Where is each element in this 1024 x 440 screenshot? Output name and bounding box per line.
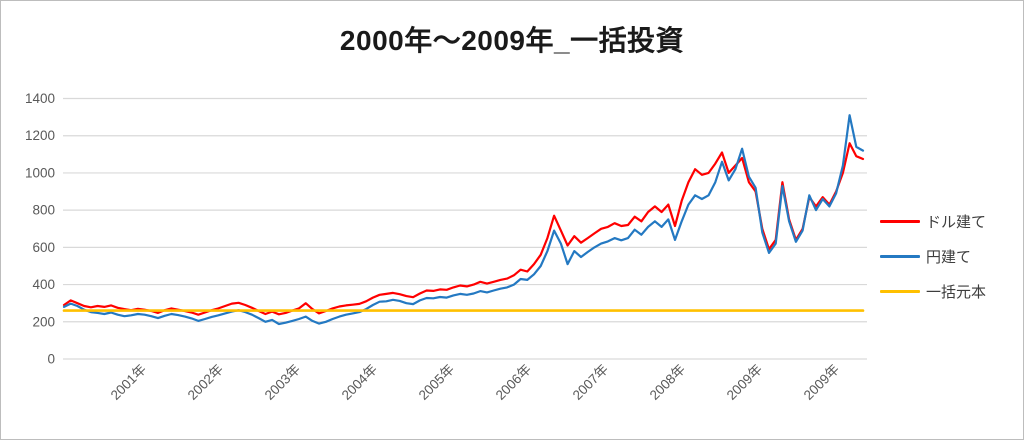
legend-item-principal: 一括元本 — [880, 280, 986, 302]
legend-item-yen: 円建て — [880, 245, 986, 267]
x-tick-label: 2002年 — [185, 362, 226, 403]
legend: ドル建て 円建て 一括元本 — [880, 210, 986, 302]
legend-label-yen: 円建て — [926, 248, 972, 266]
x-tick-label: 2001年 — [108, 362, 149, 403]
legend-swatch-principal-line — [880, 289, 920, 293]
chart-title: 2000年～2009年_一括投資 — [339, 25, 685, 56]
y-tick-label: 1400 — [25, 91, 55, 106]
series-line-0 — [62, 142, 865, 316]
x-tick-label: 2006年 — [493, 362, 534, 403]
legend-label-principal: 一括元本 — [926, 283, 987, 301]
x-tick-label: 2007年 — [570, 362, 611, 403]
x-tick-label: 2005年 — [416, 362, 457, 403]
y-tick-label: 1000 — [25, 165, 55, 180]
y-tick-label: 0 — [47, 352, 55, 367]
legend-item-dollar: ドル建て — [880, 210, 986, 232]
y-tick-label: 600 — [32, 240, 55, 255]
y-tick-label: 200 — [32, 314, 55, 329]
x-tick-label: 2008年 — [647, 362, 688, 403]
series-line-1 — [62, 114, 865, 326]
legend-swatch-yen-line — [880, 254, 920, 258]
x-tick-label: 2003年 — [262, 362, 303, 403]
y-tick-label: 800 — [32, 203, 55, 218]
x-tick-label: 2009年 — [724, 362, 765, 403]
y-tick-label: 1200 — [25, 128, 55, 143]
y-tick-label: 400 — [32, 277, 55, 292]
legend-label-dollar: ドル建て — [926, 213, 987, 231]
x-tick-label: 2009年 — [801, 362, 842, 403]
x-tick-label: 2004年 — [339, 362, 380, 403]
legend-swatch-dollar-line — [880, 219, 920, 223]
